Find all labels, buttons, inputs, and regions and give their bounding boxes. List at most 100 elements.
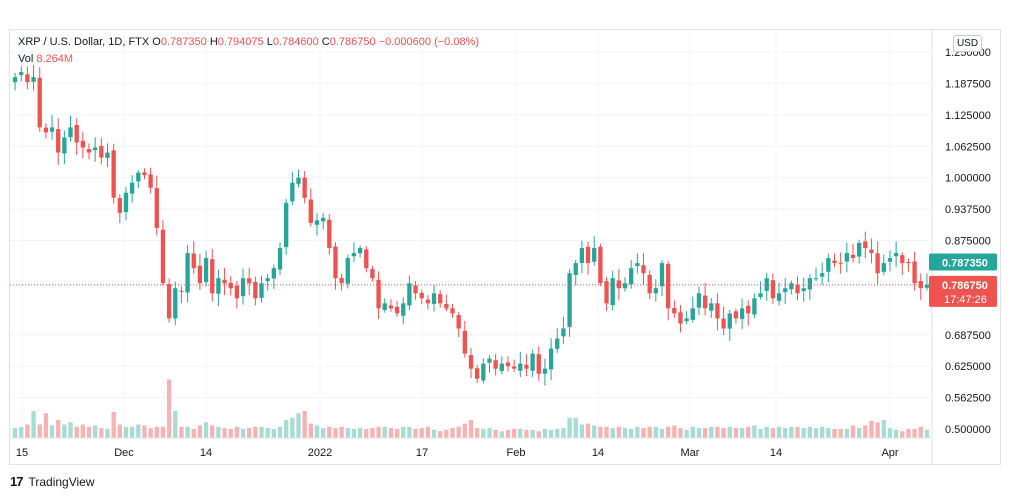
candle-body	[394, 306, 400, 314]
volume-bar	[136, 424, 141, 438]
candle-body	[12, 77, 18, 83]
candle-body	[376, 279, 381, 309]
candle-body	[357, 248, 363, 254]
candle-body	[148, 174, 153, 188]
volume-bar	[678, 428, 683, 438]
candle-body	[370, 269, 375, 279]
volume-bar	[924, 429, 930, 438]
volume-bar	[715, 426, 720, 438]
candle-body	[401, 303, 406, 316]
volume-bar	[86, 426, 92, 438]
y-tick-label: 1.187500	[945, 78, 991, 90]
candle-body	[68, 127, 73, 138]
volume-bar	[25, 424, 30, 438]
volume-bar	[382, 426, 387, 438]
currency-button[interactable]: USD	[953, 35, 982, 52]
brand-name[interactable]: TradingView	[28, 474, 95, 489]
candle-body	[567, 273, 572, 327]
y-tick-label: 0.500000	[945, 424, 991, 436]
volume-bar	[203, 422, 209, 438]
volume-bar	[308, 423, 313, 438]
volume-bar	[148, 428, 153, 438]
candle-body	[86, 149, 92, 153]
volume-bar	[394, 429, 400, 438]
candle-body	[672, 307, 677, 314]
volume-bar	[856, 428, 862, 438]
candle-body	[592, 248, 597, 262]
volume-bar	[413, 429, 418, 438]
volume-bar	[746, 426, 751, 438]
candle-body	[302, 177, 307, 198]
volume-bar	[536, 431, 541, 438]
candle-body	[419, 292, 424, 299]
volume-bar	[56, 420, 61, 438]
volume-bar	[684, 429, 689, 438]
candle-body	[598, 246, 603, 284]
volume-bar	[185, 426, 190, 438]
candle-body	[690, 308, 695, 320]
open-price-label: 0.787350	[942, 258, 988, 270]
volume-bar	[912, 429, 917, 438]
candle-body	[850, 254, 856, 259]
candle-body	[345, 258, 350, 284]
candle-body	[247, 278, 252, 284]
volume-bar	[739, 428, 745, 438]
volume-bar	[635, 426, 640, 438]
volume-bar	[345, 428, 350, 438]
candle-body	[450, 308, 455, 314]
candle-body	[197, 265, 203, 284]
candle-body	[284, 202, 289, 248]
volume-bar	[518, 429, 523, 438]
candle-body	[136, 172, 141, 182]
y-tick-label: 1.000000	[945, 173, 991, 185]
open-label: O	[152, 36, 161, 48]
candle-body	[154, 188, 159, 228]
volume-bar	[31, 411, 36, 438]
volume-bar	[863, 425, 868, 438]
candle-body	[776, 293, 782, 301]
volume-bar	[351, 429, 357, 438]
y-tick-label: 0.562500	[945, 393, 991, 405]
volume-bar	[74, 426, 79, 438]
volume-bar	[43, 413, 49, 438]
candle-body	[253, 281, 258, 299]
tradingview-logo-icon[interactable]: 17	[10, 474, 24, 489]
volume-bar	[690, 426, 695, 438]
candle-body	[844, 253, 849, 262]
grid-lines	[10, 30, 932, 438]
candle-body	[123, 192, 129, 213]
candle-body	[893, 253, 899, 257]
candle-body	[166, 284, 172, 319]
candle-body	[665, 263, 671, 309]
volume-bar	[585, 423, 591, 438]
volume-bar	[80, 424, 86, 438]
countdown-label: 17:47:26	[944, 294, 987, 306]
vol-label[interactable]: Vol	[18, 53, 34, 65]
volume-bar	[789, 426, 794, 438]
volume-bar	[222, 428, 227, 438]
volume-bar	[154, 426, 159, 438]
volume-bar	[388, 428, 394, 438]
candle-body	[530, 353, 535, 371]
volume-bar	[702, 428, 708, 438]
candle-body	[142, 172, 147, 176]
candle-body	[210, 259, 215, 294]
candle-body	[727, 313, 732, 329]
volume-bar	[234, 426, 240, 438]
volume-bar	[542, 429, 548, 438]
candle-body	[296, 177, 301, 184]
close-label: C	[321, 36, 330, 48]
volume-bar	[357, 428, 363, 438]
candle-body	[74, 125, 79, 143]
candle-body	[499, 363, 504, 371]
volume-bar	[900, 431, 905, 438]
close-value: 0.786750	[329, 36, 376, 48]
volume-bar	[277, 426, 283, 438]
time-axis: 15 Dec 14 2022 17 Feb 14 Mar 14 Apr	[10, 437, 932, 459]
candle-body	[875, 253, 880, 274]
candle-body	[185, 253, 190, 293]
volume-bar	[548, 429, 554, 438]
volume-bar	[598, 426, 603, 438]
price-chart[interactable]: 1.2500001.1875001.1250001.0625001.000000…	[0, 0, 1012, 470]
symbol-label[interactable]: XRP / U.S. Dollar, 1D, FTX	[18, 36, 150, 48]
